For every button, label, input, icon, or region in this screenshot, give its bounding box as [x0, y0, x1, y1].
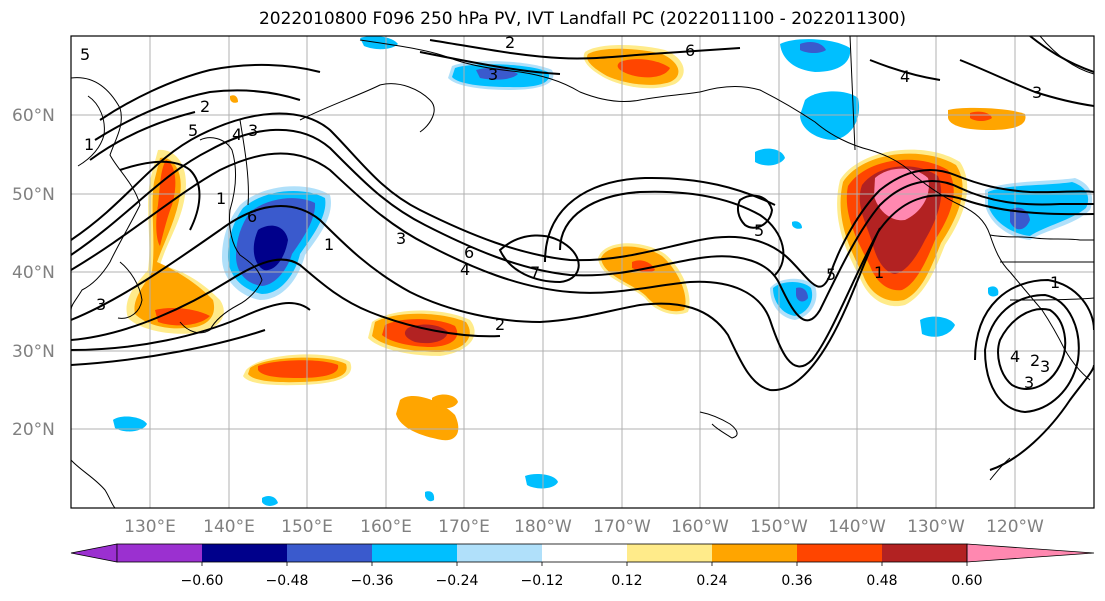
neg-anomaly-region: [988, 286, 999, 297]
contour-label: 4: [1010, 347, 1020, 366]
colorbar-swatch: [627, 544, 712, 562]
pos-anomaly-region: [258, 360, 339, 378]
pos-anomaly-region: [230, 95, 238, 103]
lon-label: 140°E: [203, 517, 255, 537]
colorbar-swatch: [712, 544, 797, 562]
contour-label: 1: [874, 263, 884, 282]
colorbar-swatch: [882, 544, 967, 562]
neg-anomaly-region: [792, 221, 802, 229]
lon-label: 150°E: [281, 517, 333, 537]
neg-anomaly-region: [800, 91, 860, 140]
contour-labels: 2 6 3 4 3 5 4 3 2 1 5 1 6 3 4 6 7 2 5 5 …: [80, 33, 1060, 392]
contour-label: 4: [232, 125, 242, 144]
neg-anomaly-region: [796, 287, 808, 302]
colorbar-over-arrow: [966, 543, 1095, 563]
lon-label: 120°W: [986, 517, 1044, 537]
lat-label: 50°N: [12, 185, 55, 205]
map-frame: [70, 35, 1095, 509]
colorbar-swatch: [797, 544, 882, 562]
lat-label: 40°N: [12, 263, 55, 283]
neg-anomaly-region: [425, 491, 435, 502]
pos-anomaly-region: [432, 394, 458, 409]
contour-label: 3: [396, 229, 406, 248]
contour-label: 2: [1030, 351, 1040, 370]
lat-label: 30°N: [12, 342, 55, 362]
map-plot-area: 2 6 3 4 3 5 4 3 2 1 5 1 6 3 4 6 7 2 5 5 …: [71, 33, 1094, 508]
contour-label: 5: [188, 121, 198, 140]
contour-label: 3: [1024, 373, 1034, 392]
contour-label: 6: [464, 243, 474, 262]
neg-anomaly-region: [113, 416, 147, 432]
pv-contours: [71, 36, 1094, 471]
contour-label: 3: [488, 65, 498, 84]
lon-label: 160°E: [360, 517, 412, 537]
contour-label: 2: [505, 33, 515, 52]
colorbar-tick-label: 0.36: [781, 573, 812, 589]
lat-label: 60°N: [12, 106, 55, 126]
colorbar: −0.60 −0.48 −0.36 −0.24 −0.12 0.12 0.24 …: [70, 543, 1095, 589]
contour-label: 4: [460, 260, 470, 279]
colorbar-swatch: [542, 544, 627, 562]
lon-label: 170°W: [593, 517, 651, 537]
pos-anomaly-region: [970, 111, 992, 121]
contour-label: 2: [200, 97, 210, 116]
colorbar-tick-label: 0.60: [951, 573, 982, 589]
contour-label: 3: [96, 295, 106, 314]
lat-label: 20°N: [12, 420, 55, 440]
neg-anomaly-region: [262, 495, 278, 506]
colorbar-tick-label: 0.12: [611, 573, 642, 589]
colorbar-tick-label: 0.24: [696, 573, 727, 589]
contour-label: 2: [495, 315, 505, 334]
longitude-labels: 130°E 140°E 150°E 160°E 170°E 180°W 170°…: [124, 517, 1044, 537]
contour-label: 1: [216, 189, 226, 208]
contour-label: 3: [248, 121, 258, 140]
lon-label: 130°W: [907, 517, 965, 537]
pos-anomaly-region: [617, 59, 670, 78]
colorbar-tick-label: −0.24: [436, 573, 479, 589]
latitude-labels: 60°N 50°N 40°N 30°N 20°N: [12, 106, 55, 440]
contour-label: 1: [324, 235, 334, 254]
colorbar-swatch: [287, 544, 372, 562]
contour-label: 3: [1040, 357, 1050, 376]
contour-label: 1: [84, 135, 94, 154]
colorbar-swatch: [457, 544, 542, 562]
neg-anomaly-region: [525, 474, 558, 489]
chart-title: 2022010800 F096 250 hPa PV, IVT Landfall…: [258, 9, 906, 29]
colorbar-under-arrow: [70, 543, 118, 563]
pos-anomaly-region: [404, 324, 448, 344]
lon-label: 170°E: [438, 517, 490, 537]
contour-label: 5: [826, 265, 836, 284]
colorbar-swatch: [117, 544, 202, 562]
lon-label: 180°W: [514, 517, 572, 537]
gridlines: [71, 36, 1094, 508]
contour-label: 6: [685, 41, 695, 60]
contour-label: 5: [80, 45, 90, 64]
colorbar-tick-label: −0.36: [351, 573, 394, 589]
colorbar-tick-label: −0.12: [521, 573, 564, 589]
neg-anomaly-region: [755, 148, 785, 166]
lon-label: 160°W: [671, 517, 729, 537]
contour-label: 3: [1032, 83, 1042, 102]
colorbar-swatch: [372, 544, 457, 562]
lon-label: 130°E: [124, 517, 176, 537]
lon-label: 140°W: [828, 517, 886, 537]
colorbar-tick-label: −0.60: [181, 573, 224, 589]
pv-anomaly-shading: [113, 36, 1093, 506]
contour-label: 6: [247, 207, 257, 226]
pos-anomaly-region: [134, 157, 215, 329]
neg-anomaly-region: [780, 39, 851, 72]
contour-label: 5: [754, 221, 764, 240]
contour-label: 1: [1050, 273, 1060, 292]
contour-label: 4: [900, 67, 910, 86]
colorbar-tick-label: −0.48: [266, 573, 309, 589]
lon-label: 150°W: [750, 517, 808, 537]
contour-label: 7: [530, 263, 540, 282]
colorbar-swatch: [202, 544, 287, 562]
colorbar-tick-label: 0.48: [866, 573, 897, 589]
neg-anomaly-region: [800, 42, 826, 53]
neg-anomaly-region: [920, 316, 955, 337]
